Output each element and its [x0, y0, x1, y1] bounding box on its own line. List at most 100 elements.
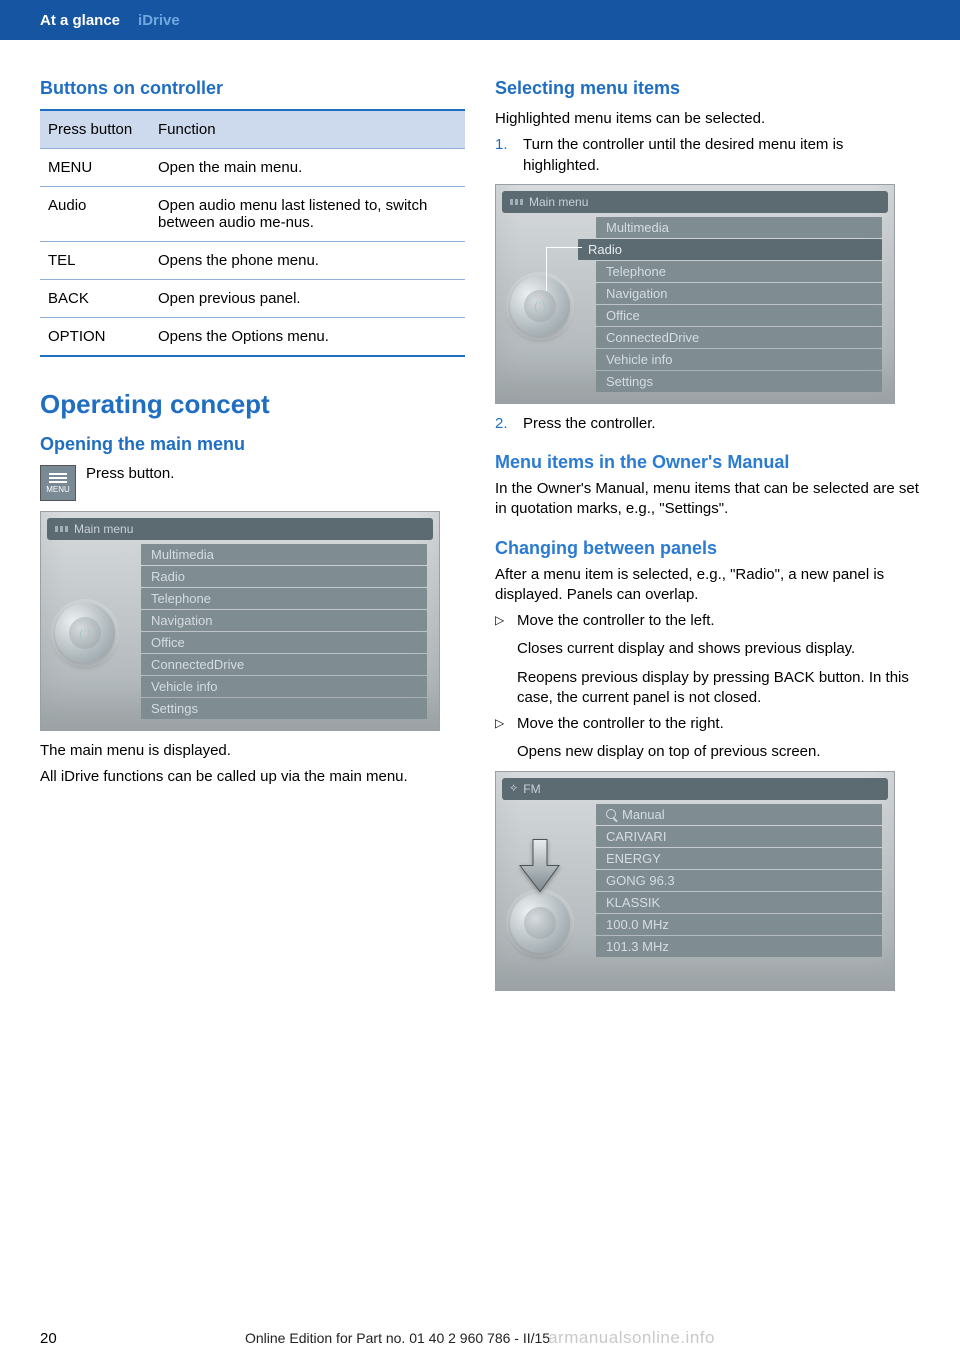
list-text: Move the controller to the right.	[517, 715, 724, 732]
list-subtext: Opens new display on top of previous scr…	[517, 742, 920, 762]
screen-menu-item: Settings	[596, 371, 882, 392]
bullet-list: Move the controller to the left. Closes …	[495, 611, 920, 763]
page-content: Buttons on controller Press button Funct…	[0, 40, 960, 1001]
arrow-down-icon	[519, 837, 561, 898]
screen-menu-item-highlighted: Radio	[578, 239, 882, 260]
header-subsection: iDrive	[138, 12, 180, 29]
footer-edition-line: Online Edition for Part no. 01 40 2 960 …	[245, 1330, 550, 1346]
screen-menu-item: GONG 96.3	[596, 870, 882, 891]
screen-title: Main menu	[529, 195, 588, 209]
table-row: TEL Opens the phone menu.	[40, 242, 465, 280]
controller-knob-icon: (ॱ)	[55, 603, 115, 663]
screen-menu-item: Navigation	[141, 610, 427, 631]
controller-knob-icon	[510, 893, 570, 953]
table-cell-function: Open audio menu last listened to, switch…	[150, 187, 465, 242]
screen-menu-item: Manual	[596, 804, 882, 825]
table-row: OPTION Opens the Options menu.	[40, 318, 465, 357]
table-row: Audio Open audio menu last listened to, …	[40, 187, 465, 242]
page-number: 20	[40, 1330, 57, 1347]
screen-menu-item: Settings	[141, 698, 427, 719]
table-row: BACK Open previous panel.	[40, 280, 465, 318]
table-header-press-button: Press button	[40, 110, 150, 149]
list-number: 1.	[495, 135, 513, 176]
screen-menu-item: ENERGY	[596, 848, 882, 869]
paragraph: Highlighted menu items can be selected.	[495, 109, 920, 129]
press-button-text: Press button.	[86, 465, 174, 482]
list-text: Turn the controller until the desired me…	[523, 135, 920, 176]
screen-menu-list: Multimedia Radio Telephone Navigation Of…	[123, 544, 433, 722]
screenshot-main-menu-highlighted: Main menu (ॱ) Multimedia Radio Telephone…	[495, 184, 920, 404]
buttons-table: Press button Function MENU Open the main…	[40, 109, 465, 357]
screenshot-fm-panel: ⟡ FM	[495, 771, 920, 991]
list-item: Move the controller to the left. Closes …	[495, 611, 920, 708]
table-cell-button: BACK	[40, 280, 150, 318]
screen-menu-item: Vehicle info	[596, 349, 882, 370]
screen-menu-item: ConnectedDrive	[596, 327, 882, 348]
right-column: Selecting menu items Highlighted menu it…	[495, 78, 920, 1001]
paragraph: The main menu is displayed.	[40, 741, 465, 761]
table-cell-function: Open previous panel.	[150, 280, 465, 318]
heading-buttons-on-controller: Buttons on controller	[40, 78, 465, 99]
paragraph: In the Owner's Manual, menu items that c…	[495, 479, 920, 520]
screen-menu-item: Office	[141, 632, 427, 653]
menu-lines-icon	[55, 526, 68, 532]
paragraph: After a menu item is selected, e.g., "Ra…	[495, 565, 920, 606]
screen-menu-list: Manual CARIVARI ENERGY GONG 96.3 KLASSIK…	[578, 804, 888, 982]
search-icon	[606, 809, 616, 819]
controller-knob-icon: (ॱ)	[510, 276, 570, 336]
screen-menu-item: Navigation	[596, 283, 882, 304]
header-bar: At a glance iDrive	[0, 0, 960, 40]
list-text: Press the controller.	[523, 414, 656, 434]
table-cell-function: Open the main menu.	[150, 149, 465, 187]
callout-line	[546, 247, 547, 291]
page-footer: 20 Online Edition for Part no. 01 40 2 9…	[0, 1328, 960, 1348]
list-number: 2.	[495, 414, 513, 434]
screen-menu-item: ConnectedDrive	[141, 654, 427, 675]
header-section: At a glance	[40, 12, 120, 29]
left-column: Buttons on controller Press button Funct…	[40, 78, 465, 1001]
list-item: Move the controller to the right. Opens …	[495, 714, 920, 763]
screen-title: Main menu	[74, 522, 133, 536]
heading-selecting-menu-items: Selecting menu items	[495, 78, 920, 99]
screen-menu-item: 101.3 MHz	[596, 936, 882, 957]
screen-menu-item: Telephone	[141, 588, 427, 609]
heading-operating-concept: Operating concept	[40, 389, 465, 420]
screen-menu-item: Vehicle info	[141, 676, 427, 697]
table-row: MENU Open the main menu.	[40, 149, 465, 187]
menu-lines-icon	[510, 199, 523, 205]
table-cell-button: TEL	[40, 242, 150, 280]
screen-menu-item: Multimedia	[596, 217, 882, 238]
numbered-list: 1. Turn the controller until the desired…	[495, 135, 920, 176]
screen-menu-item: CARIVARI	[596, 826, 882, 847]
list-text: Move the controller to the left.	[517, 612, 715, 629]
signal-icon: ⟡	[510, 782, 517, 795]
table-cell-function: Opens the Options menu.	[150, 318, 465, 357]
watermark: armanualsonline.info	[548, 1328, 715, 1348]
screen-menu-item: Office	[596, 305, 882, 326]
table-cell-function: Opens the phone menu.	[150, 242, 465, 280]
table-cell-button: MENU	[40, 149, 150, 187]
screen-menu-item: Telephone	[596, 261, 882, 282]
list-subtext: Closes current display and shows previou…	[517, 639, 920, 659]
menu-button-icon-label: MENU	[46, 485, 70, 494]
screen-menu-item: KLASSIK	[596, 892, 882, 913]
heading-menu-items-owners-manual: Menu items in the Owner's Manual	[495, 452, 920, 473]
table-cell-button: OPTION	[40, 318, 150, 357]
numbered-list: 2. Press the controller.	[495, 414, 920, 434]
heading-changing-between-panels: Changing between panels	[495, 538, 920, 559]
screen-menu-item: Radio	[141, 566, 427, 587]
list-subtext: Reopens previous display by pressing BAC…	[517, 668, 920, 709]
screen-menu-item: Multimedia	[141, 544, 427, 565]
table-cell-button: Audio	[40, 187, 150, 242]
screen-title: FM	[523, 782, 540, 796]
callout-line	[546, 247, 582, 248]
screen-menu-list: Multimedia Radio Telephone Navigation Of…	[578, 217, 888, 395]
screen-menu-item: 100.0 MHz	[596, 914, 882, 935]
heading-opening-main-menu: Opening the main menu	[40, 434, 465, 455]
list-item: 2. Press the controller.	[495, 414, 920, 434]
press-button-row: MENU Press button.	[40, 465, 465, 501]
list-item: 1. Turn the controller until the desired…	[495, 135, 920, 176]
screenshot-main-menu: Main menu (ॱ) Multimedia Radio Telephone…	[40, 511, 465, 731]
menu-button-icon: MENU	[40, 465, 76, 501]
table-header-function: Function	[150, 110, 465, 149]
